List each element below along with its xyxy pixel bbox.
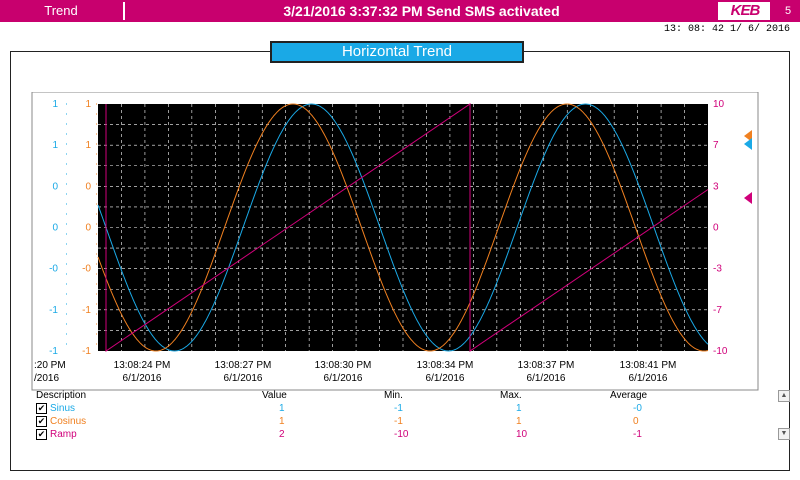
legend-checkbox[interactable]: ✔ — [36, 429, 47, 440]
scroll-up-icon[interactable]: ▲ — [778, 390, 790, 402]
legend-max: 10 — [516, 429, 528, 440]
legend-name: Cosinus — [50, 416, 87, 427]
sinus-axis-tick: 0 — [52, 223, 58, 234]
legend-name: Sinus — [50, 403, 76, 414]
sinus-axis-tick: -1 — [49, 305, 58, 316]
x-tick-time: 13:08:41 PM — [620, 360, 677, 371]
x-tick-time: 13:08:30 PM — [315, 360, 372, 371]
legend-min: -1 — [394, 416, 403, 427]
legend-checkbox[interactable]: ✔ — [36, 416, 47, 427]
alarm-message: 3/21/2016 3:37:32 PM Send SMS activated — [123, 2, 720, 20]
ramp-axis-tick: 7 — [713, 140, 719, 151]
trend-chart-svg: 1 1 10 1 1 7 0 0 3 0 0 0 -0 -0 -3 -1 -1 -7 -1 -1 -10 :20 PM/2… — [31, 91, 759, 391]
keb-logo: KEB — [720, 2, 770, 20]
ramp-axis-tick: 10 — [713, 99, 725, 110]
x-tick-time: 13:08:37 PM — [518, 360, 575, 371]
cosinus-axis-tick: -1 — [82, 305, 91, 316]
sinus-series-line — [97, 103, 709, 352]
legend-average: -1 — [633, 429, 642, 440]
x-tick-time: 13:08:24 PM — [114, 360, 171, 371]
cosinus-axis-tick: -0 — [82, 264, 91, 275]
ramp-axis-tick: -10 — [713, 346, 728, 357]
legend-value: 1 — [279, 416, 285, 427]
x-tick-date: 6/1/2016 — [123, 373, 162, 384]
legend-name: Ramp — [50, 429, 77, 440]
page-number: 5 — [784, 5, 792, 17]
panel-title: Horizontal Trend — [270, 41, 524, 63]
legend-min: -10 — [394, 429, 409, 440]
cosinus-marker-icon[interactable] — [744, 130, 752, 142]
legend-row-ramp: ✔ Ramp 2 -10 10 -1 — [36, 429, 736, 442]
sinus-marker-icon[interactable] — [744, 138, 752, 150]
header-value: Value — [262, 390, 287, 401]
legend-average: 0 — [633, 416, 639, 427]
ramp-axis-tick: -3 — [713, 264, 722, 275]
cosinus-series-line — [97, 103, 709, 352]
legend-row-cosinus: ✔ Cosinus 1 -1 1 0 — [36, 416, 736, 429]
header-average: Average — [610, 390, 648, 401]
ramp-axis-tick: 0 — [713, 223, 719, 234]
sinus-axis-tick: 0 — [52, 181, 58, 192]
legend-table: Description Value Min. Max. Average ✔ Sin… — [36, 390, 790, 446]
ramp-axis-tick: -7 — [713, 305, 722, 316]
cosinus-axis-tick: -1 — [82, 346, 91, 357]
x-tick-date: 6/1/2016 — [527, 373, 566, 384]
scroll-down-icon[interactable]: ▼ — [778, 428, 790, 440]
legend-value: 1 — [279, 403, 285, 414]
x-tick-date: 6/1/2016 — [426, 373, 465, 384]
cosinus-axis-tick: 1 — [85, 140, 91, 151]
trend-chart: 1 1 10 1 1 7 0 0 3 0 0 0 -0 -0 -3 -1 -1 -7 -1 -1 -10 :20 PM/2… — [30, 91, 760, 392]
legend-header: Description Value Min. Max. Average — [36, 390, 736, 402]
x-tick-date: 6/1/2016 — [324, 373, 363, 384]
x-tick-date: /2016 — [34, 373, 59, 384]
sinus-axis-tick: 1 — [52, 99, 58, 110]
cosinus-axis-tick: 1 — [85, 99, 91, 110]
sinus-axis-tick: -0 — [49, 264, 58, 275]
current-datetime: 13: 08: 42 1/ 6/ 2016 — [663, 24, 790, 35]
x-tick-time: 13:08:27 PM — [215, 360, 272, 371]
header-max: Max. — [500, 390, 522, 401]
legend-checkbox[interactable]: ✔ — [36, 403, 47, 414]
legend-max: 1 — [516, 416, 522, 427]
cosinus-axis-tick: 0 — [85, 181, 91, 192]
legend-max: 1 — [516, 403, 522, 414]
legend-min: -1 — [394, 403, 403, 414]
legend-average: -0 — [633, 403, 642, 414]
ramp-marker-icon[interactable] — [744, 192, 752, 204]
cosinus-axis-tick: 0 — [85, 223, 91, 234]
header-description: Description — [36, 390, 87, 401]
legend-value: 2 — [279, 429, 285, 440]
x-tick-date: 6/1/2016 — [629, 373, 668, 384]
tab-trend[interactable]: Trend — [44, 3, 78, 18]
x-tick-date: 6/1/2016 — [224, 373, 263, 384]
x-tick-time: 13:08:34 PM — [417, 360, 474, 371]
ramp-series-line — [105, 103, 709, 352]
x-tick-time: :20 PM — [34, 360, 66, 371]
top-bar: Trend 3/21/2016 3:37:32 PM Send SMS acti… — [0, 0, 800, 22]
header-min: Min. — [384, 390, 403, 401]
sinus-axis-tick: 1 — [52, 140, 58, 151]
legend-row-sinus: ✔ Sinus 1 -1 1 -0 — [36, 403, 736, 416]
ramp-axis-tick: 3 — [713, 181, 719, 192]
sinus-axis-tick: -1 — [49, 346, 58, 357]
